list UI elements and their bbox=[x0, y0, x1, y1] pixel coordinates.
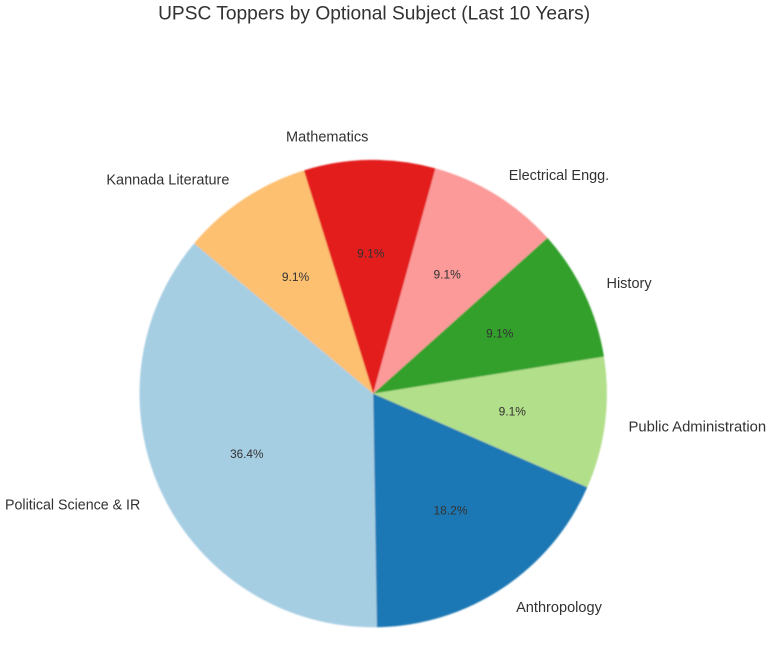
svg-text:9.1%: 9.1% bbox=[499, 405, 527, 419]
svg-text:Public Administration: Public Administration bbox=[629, 419, 767, 435]
svg-text:9.1%: 9.1% bbox=[282, 270, 310, 284]
svg-text:9.1%: 9.1% bbox=[486, 327, 514, 341]
svg-text:Mathematics: Mathematics bbox=[286, 129, 368, 145]
svg-text:Kannada Literature: Kannada Literature bbox=[106, 173, 229, 189]
svg-text:Electrical Engg.: Electrical Engg. bbox=[509, 168, 609, 184]
svg-text:36.4%: 36.4% bbox=[230, 447, 264, 461]
svg-text:9.1%: 9.1% bbox=[433, 268, 461, 282]
svg-text:18.2%: 18.2% bbox=[434, 503, 468, 517]
svg-text:UPSC Toppers by Optional Subje: UPSC Toppers by Optional Subject (Last 1… bbox=[158, 2, 590, 24]
svg-text:Anthropology: Anthropology bbox=[516, 600, 603, 616]
svg-text:History: History bbox=[607, 276, 653, 292]
svg-text:Political Science & IR: Political Science & IR bbox=[5, 497, 140, 513]
svg-text:9.1%: 9.1% bbox=[357, 246, 385, 260]
